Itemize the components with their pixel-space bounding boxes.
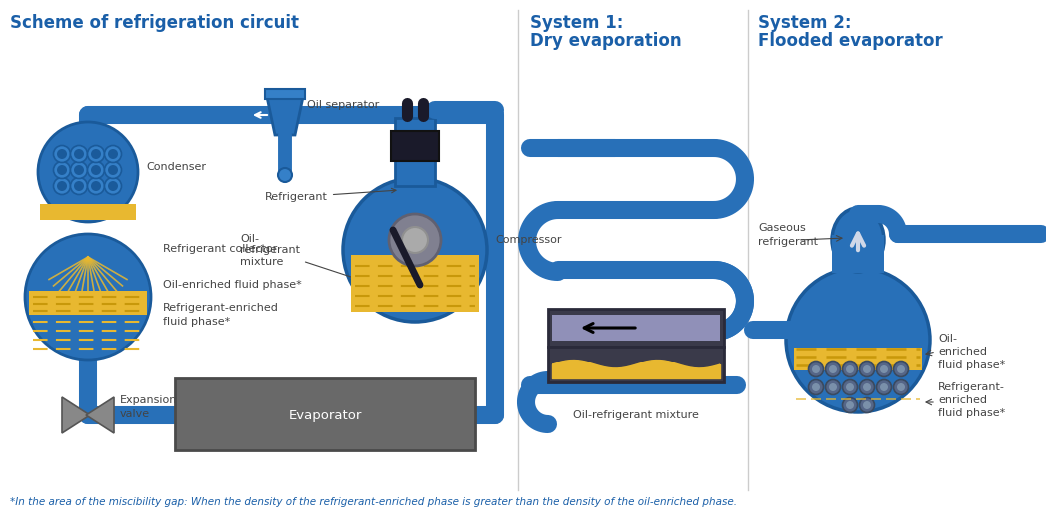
Circle shape [812,383,820,391]
Circle shape [105,145,121,162]
Circle shape [893,362,909,376]
Circle shape [25,234,151,360]
Circle shape [56,149,67,159]
Circle shape [877,380,891,395]
Circle shape [53,161,70,178]
Circle shape [812,365,820,373]
Circle shape [842,398,858,413]
Circle shape [846,383,854,391]
Circle shape [74,181,84,191]
Text: Flooded evaporator: Flooded evaporator [758,32,942,50]
Circle shape [860,380,874,395]
Circle shape [825,362,841,376]
Circle shape [278,168,292,182]
Circle shape [70,177,88,194]
Circle shape [91,149,101,159]
Circle shape [863,401,871,409]
Circle shape [53,177,70,194]
Bar [391,131,439,161]
Circle shape [880,383,888,391]
Circle shape [56,181,67,191]
Circle shape [863,365,871,373]
Polygon shape [86,397,114,433]
Circle shape [829,383,837,391]
Bar [351,255,479,312]
Circle shape [897,365,905,373]
Circle shape [846,365,854,373]
Circle shape [53,145,70,162]
Bar [548,347,724,382]
Circle shape [74,149,84,159]
Circle shape [91,181,101,191]
Bar [40,204,136,220]
Polygon shape [62,397,90,433]
Bar [548,309,724,347]
Bar [265,89,305,99]
Bar [552,315,720,341]
Polygon shape [267,97,303,135]
Bar [832,235,884,273]
Circle shape [842,380,858,395]
Text: Evaporator: Evaporator [289,408,362,422]
Bar [794,348,922,370]
Text: Refrigerant collector: Refrigerant collector [163,244,277,254]
Circle shape [786,268,930,412]
Text: Refrigerant-enriched
fluid phase*: Refrigerant-enriched fluid phase* [163,303,279,327]
Circle shape [877,362,891,376]
Text: *In the area of the miscibility gap: When the density of the refrigerant-enriche: *In the area of the miscibility gap: Whe… [10,497,737,507]
Circle shape [860,362,874,376]
Circle shape [38,122,138,222]
Text: Refrigerant-
enriched
fluid phase*: Refrigerant- enriched fluid phase* [938,382,1005,418]
Circle shape [91,165,101,175]
Bar [552,362,720,378]
Text: Condenser: Condenser [146,162,206,172]
Circle shape [402,227,428,253]
Circle shape [809,380,823,395]
Circle shape [74,165,84,175]
Circle shape [108,149,118,159]
Text: Oil-refrigerant mixture: Oil-refrigerant mixture [573,410,699,420]
Text: Oil-enriched fluid phase*: Oil-enriched fluid phase* [163,280,301,290]
Circle shape [809,362,823,376]
Ellipse shape [832,208,884,272]
Circle shape [893,380,909,395]
Text: System 2:: System 2: [758,14,851,32]
Circle shape [88,161,105,178]
Text: Expansions
valve: Expansions valve [120,396,183,418]
Circle shape [829,365,837,373]
Circle shape [842,362,858,376]
Circle shape [105,177,121,194]
Circle shape [825,380,841,395]
Circle shape [880,365,888,373]
Circle shape [70,161,88,178]
Text: System 1:: System 1: [530,14,623,32]
Text: Gaseous
refrigerant: Gaseous refrigerant [758,224,818,246]
Text: Oil-
refrigerant
mixture: Oil- refrigerant mixture [240,234,357,279]
Bar [395,118,435,186]
Text: Dry evaporation: Dry evaporation [530,32,682,50]
Circle shape [108,181,118,191]
Circle shape [105,161,121,178]
Circle shape [343,178,487,322]
Bar [29,291,147,315]
Circle shape [389,214,441,266]
Text: Scheme of refrigeration circuit: Scheme of refrigeration circuit [10,14,299,32]
Circle shape [108,165,118,175]
Circle shape [860,398,874,413]
Circle shape [88,145,105,162]
Circle shape [56,165,67,175]
Text: Compressor: Compressor [495,235,562,245]
Text: Oil-
enriched
fluid phase*: Oil- enriched fluid phase* [938,334,1005,370]
Bar [175,378,475,450]
Circle shape [88,177,105,194]
Circle shape [897,383,905,391]
Circle shape [863,383,871,391]
Circle shape [846,401,854,409]
Text: Refrigerant: Refrigerant [265,189,396,202]
Text: Oil separator: Oil separator [306,100,380,110]
Circle shape [70,145,88,162]
